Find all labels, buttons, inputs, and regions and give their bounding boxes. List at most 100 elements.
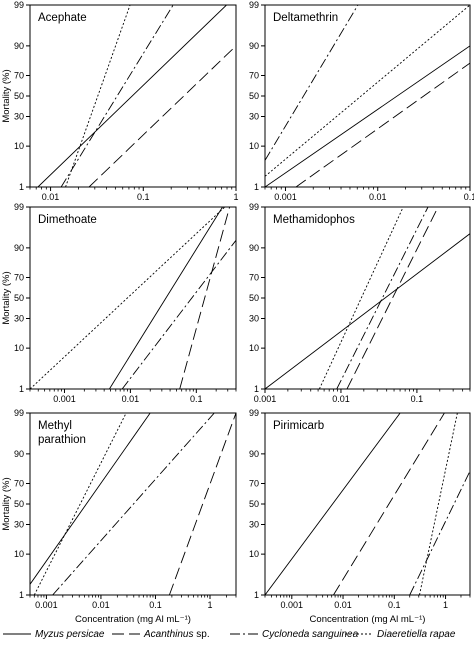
y-tick-label: 70 (14, 272, 24, 282)
y-tick-label: 70 (14, 478, 24, 488)
x-tick-label: 0.01 (122, 394, 140, 404)
y-tick-label: 90 (14, 41, 24, 51)
panel-deltamethrin: 1 10 30 50 70 90 99 0.001 0.01 0.1 Deltamethrin (249, 0, 474, 202)
x-tick-label: 0.01 (369, 192, 387, 202)
y-tick-label: 50 (14, 499, 24, 509)
y-tick-label: 30 (14, 112, 24, 122)
series-line-diaeretiella-rapae (65, 5, 131, 187)
y-tick-label: 30 (249, 314, 259, 324)
y-tick-label: 99 (249, 408, 259, 418)
y-tick-label: 30 (14, 520, 24, 530)
x-tick-label: 0.01 (42, 192, 60, 202)
x-tick-label: 0.01 (332, 394, 350, 404)
x-tick-label: 0.1 (137, 192, 150, 202)
series-line-diaeretiella-rapae (318, 207, 404, 389)
y-tick-label: 50 (249, 499, 259, 509)
x-tick-label: 0.1 (464, 192, 474, 202)
plot-frame (29, 4, 237, 188)
series-line-cycloneda-sanguinea (121, 239, 236, 389)
y-tick-label: 1 (19, 384, 24, 394)
x-axis-label: Concentration (mg Al mL⁻¹) (310, 614, 426, 625)
x-tick-label: 1 (233, 192, 238, 202)
y-tick-label: 90 (249, 41, 259, 51)
panel-title: Methamidophos (273, 214, 355, 226)
x-tick-label: 1 (207, 600, 212, 610)
x-tick-label: 0.001 (274, 192, 297, 202)
y-tick-label: 10 (249, 343, 259, 353)
x-tick-label: 0.01 (92, 600, 110, 610)
y-tick-label: 10 (249, 549, 259, 559)
series-line-acanthinus (295, 62, 470, 187)
y-tick-label: 99 (249, 202, 259, 212)
y-tick-label: 70 (249, 70, 259, 80)
series-line-diaeretiella-rapae (419, 413, 458, 595)
y-tick-label: 90 (249, 243, 259, 253)
series-line-myzus-persicae (265, 413, 401, 595)
legend: Myzus persicae Acanthinus sp. Cycloneda sa… (3, 629, 456, 640)
series-line-acanthinus (179, 207, 231, 389)
y-tick-label: 50 (14, 293, 24, 303)
y-tick-label: 70 (249, 478, 259, 488)
y-axis-label: Mortality (%) (1, 69, 12, 122)
series-line-diaeretiella-rapae (265, 5, 470, 177)
y-tick-label: 1 (254, 182, 259, 192)
series-line-myzus-persicae (30, 413, 151, 585)
y-tick-label: 30 (249, 112, 259, 122)
legend-label: Diaeretiella rapae (377, 629, 456, 640)
x-tick-label: 0.001 (254, 394, 277, 404)
x-tick-label: 0.001 (35, 600, 58, 610)
x-tick-label: 0.1 (388, 600, 401, 610)
y-tick-label: 10 (14, 141, 24, 151)
panel-pirimicarb: 1 10 30 50 70 90 99 0.001 0.01 0.1 1 Pirimicarb Conc… (249, 408, 471, 625)
series-line-acanthinus (333, 413, 445, 595)
y-axis-label: Mortality (%) (1, 271, 12, 324)
y-tick-label: 70 (249, 272, 259, 282)
series-line-diaeretiella-rapae (30, 207, 226, 389)
y-axis-label: Mortality (%) (1, 477, 12, 530)
y-tick-label: 90 (14, 449, 24, 459)
legend-item-acanthinus: Acanthinus sp. (112, 629, 210, 640)
series-line-cycloneda-sanguinea (336, 207, 429, 389)
series-line-diaeretiella-rapae (33, 413, 127, 595)
y-tick-label: 30 (249, 520, 259, 530)
plot-frame (264, 412, 471, 596)
y-tick-label: 99 (14, 408, 24, 418)
series-line-acanthinus (346, 207, 439, 389)
panel-dimethoate: 1 10 30 50 70 90 99 0.001 0.01 0.1 Dimethoate Morta… (1, 202, 237, 404)
y-tick-label: 99 (14, 0, 24, 10)
x-tick-label: 0.1 (149, 600, 162, 610)
legend-item-myzus-persicae: Myzus persicae (3, 629, 105, 640)
panel-title: parathion (38, 434, 86, 446)
panel-title: Methyl (38, 420, 72, 432)
y-tick-label: 90 (249, 449, 259, 459)
panel-acephate: 1 10 30 50 70 90 99 0.01 0.1 1 Acephate Mortality (… (1, 0, 239, 202)
series-line-myzus-persicae (265, 233, 470, 389)
y-tick-label: 99 (249, 0, 259, 10)
y-tick-label: 30 (14, 314, 24, 324)
panel-title: Dimethoate (38, 214, 97, 226)
x-tick-label: 0.1 (411, 394, 424, 404)
series-line-cycloneda-sanguinea (52, 413, 215, 595)
panel-title: Deltamethrin (273, 12, 338, 24)
x-axis-label: Concentration (mg Al mL⁻¹) (75, 614, 191, 625)
series-line-myzus-persicae (265, 45, 470, 187)
legend-label: Cycloneda sanguinea (262, 629, 359, 640)
y-tick-label: 1 (19, 182, 24, 192)
y-tick-label: 50 (14, 91, 24, 101)
y-tick-label: 1 (254, 590, 259, 600)
plot-frame (264, 4, 471, 188)
series-line-myzus-persicae (37, 5, 227, 187)
y-tick-label: 90 (14, 243, 24, 253)
panel-methamidophos: 1 10 30 50 70 90 99 0.001 0.01 0.1 Methamidophos (249, 202, 471, 404)
y-tick-label: 1 (19, 590, 24, 600)
series-line-acanthinus (168, 413, 236, 595)
y-tick-label: 10 (14, 549, 24, 559)
x-tick-label: 1 (443, 600, 448, 610)
y-tick-label: 10 (14, 343, 24, 353)
series-line-myzus-persicae (108, 207, 223, 389)
y-tick-label: 1 (254, 384, 259, 394)
legend-label: Acanthinus sp. (143, 629, 210, 640)
x-tick-label: 0.001 (281, 600, 304, 610)
legend-item-cycloneda-sanguinea: Cycloneda sanguinea (230, 629, 359, 640)
